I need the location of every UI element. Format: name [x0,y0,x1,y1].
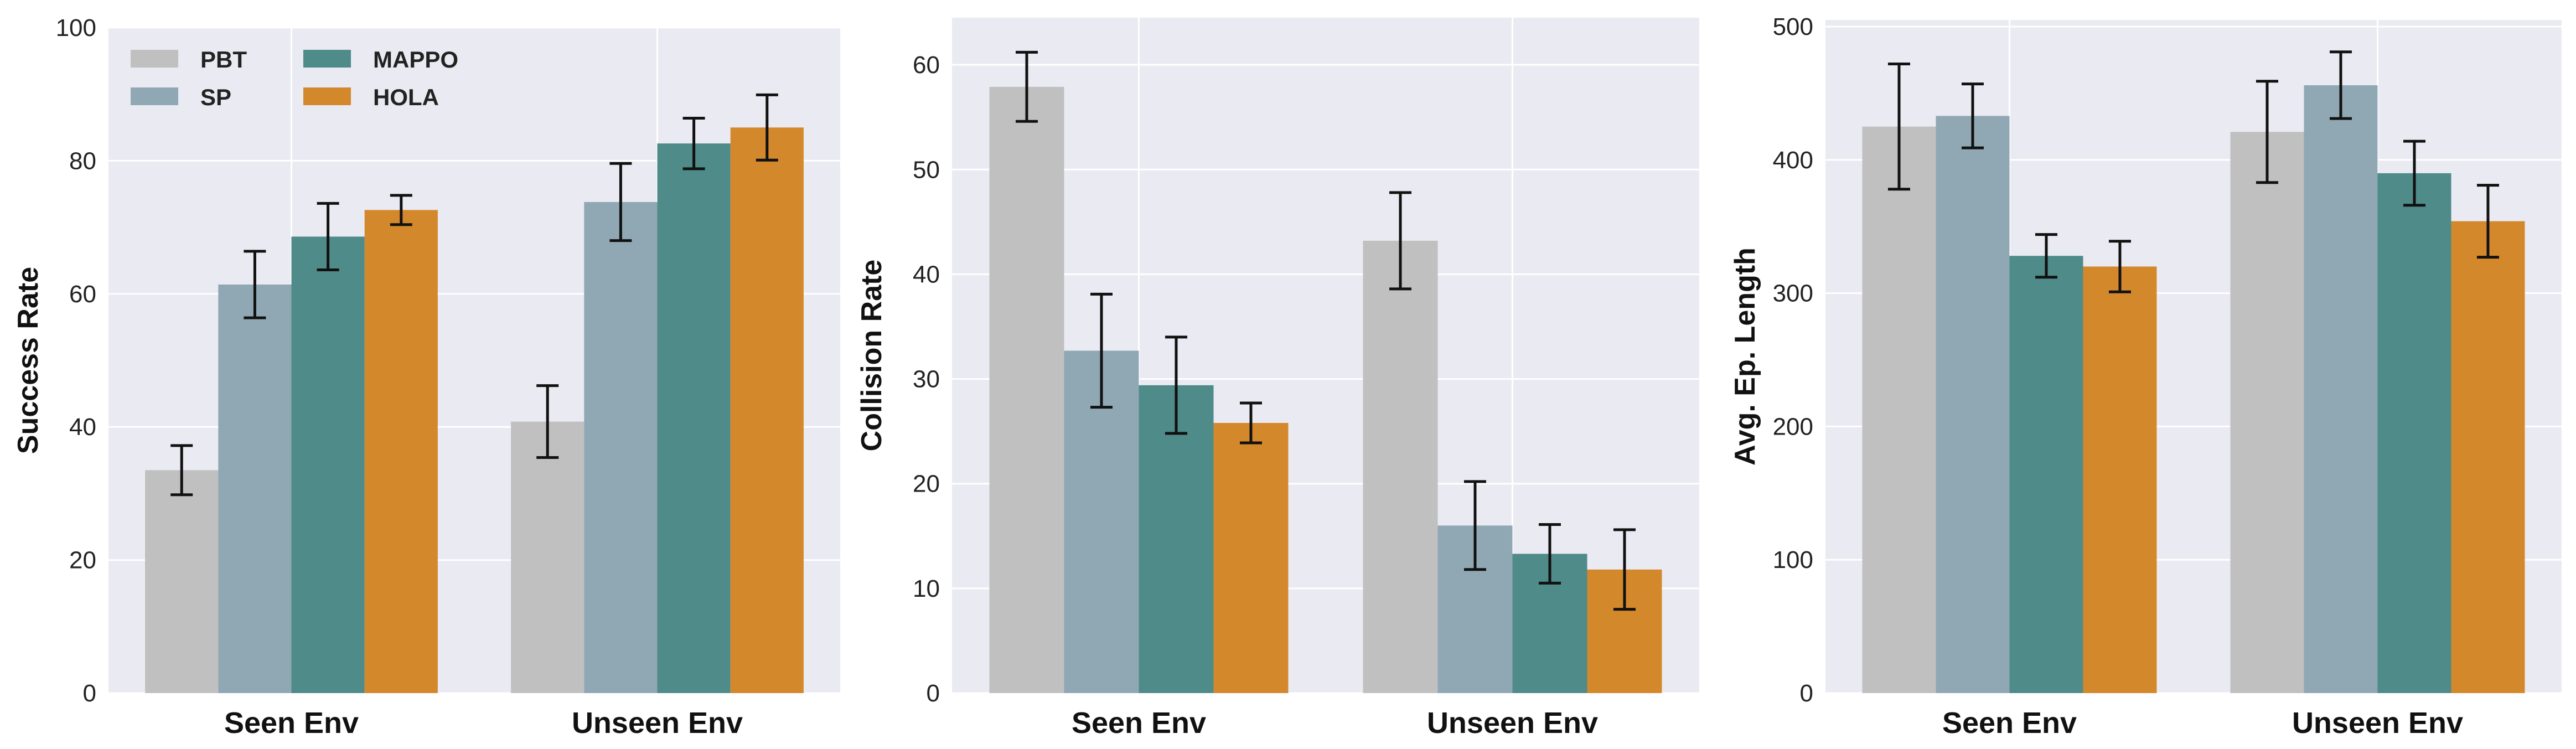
bar-hola-seen-env [2083,266,2157,693]
bar-sp-unseen-env [584,202,658,693]
y-tick-label: 50 [913,156,940,183]
y-tick-label: 100 [56,14,96,42]
bar-pbt-unseen-env [511,421,584,693]
y-tick-label: 200 [1773,413,1813,440]
y-tick-label: 300 [1773,280,1813,307]
y-axis-label: Avg. Ep. Length [1729,247,1761,466]
legend-swatch-pbt [131,50,178,68]
bar-sp-seen-env [1936,116,2010,693]
y-tick-label: 20 [69,547,96,574]
y-axis-label: Success Rate [12,267,44,454]
y-tick-label: 60 [69,281,96,308]
y-tick-label: 40 [69,414,96,441]
chart-panel-1: 0 10 20 30 40 50 60 Seen Env Unseen Env Collision… [856,18,1699,740]
y-axis-label: Collision Rate [856,260,888,452]
bar-hola-seen-env [1213,423,1289,693]
legend-label-hola: HOLA [373,84,439,110]
bar-pbt-seen-env [145,470,219,693]
bar-pbt-seen-env [1862,126,1936,693]
bar-mappo-seen-env [291,236,365,694]
y-tick-label: 80 [69,147,96,174]
y-tick-label: 400 [1773,147,1813,174]
y-tick-label: 60 [913,51,940,79]
bar-hola-seen-env [364,210,438,693]
y-tick-label: 20 [913,471,940,498]
bar-pbt-seen-env [989,86,1064,694]
chart-panel-0: 0 20 40 60 80 100 Seen Env Unseen Env Success Ra… [12,14,840,740]
bar-mappo-seen-env [1139,385,1214,693]
x-category-label: Seen Env [224,706,359,740]
y-tick-label: 500 [1773,13,1813,40]
bar-hola-unseen-env [2451,221,2525,693]
bar-sp-unseen-env [2304,85,2378,693]
bar-sp-seen-env [218,284,292,693]
x-category-label: Unseen Env [2292,706,2463,740]
y-tick-label: 0 [927,680,940,707]
y-tick-label: 30 [913,366,940,393]
legend: PBT SP MAPPO HOLA [131,47,458,110]
y-tick-label: 0 [83,680,96,707]
bar-mappo-seen-env [2009,256,2083,693]
y-tick-label: 100 [1773,546,1813,574]
legend-swatch-mappo [303,50,351,68]
chart-panel-2: 0 100 200 300 400 500 Seen Env Unseen Env Avg. E… [1729,13,2562,740]
bar-mappo-unseen-env [2377,173,2451,693]
y-tick-label: 10 [913,575,940,602]
x-category-label: Unseen Env [1427,706,1598,740]
legend-label-pbt: PBT [200,47,247,73]
legend-label-mappo: MAPPO [373,47,458,73]
y-tick-label: 40 [913,261,940,288]
x-category-label: Seen Env [1942,706,2077,740]
bar-hola-unseen-env [730,127,804,694]
legend-swatch-hola [303,87,351,105]
bar-pbt-unseen-env [2230,132,2304,693]
x-category-label: Unseen Env [572,706,743,740]
bar-pbt-unseen-env [1363,240,1438,693]
legend-swatch-sp [131,87,178,105]
legend-label-sp: SP [200,84,231,110]
x-category-label: Seen Env [1072,706,1206,740]
bar-mappo-unseen-env [657,143,731,693]
y-tick-label: 0 [1800,680,1813,707]
